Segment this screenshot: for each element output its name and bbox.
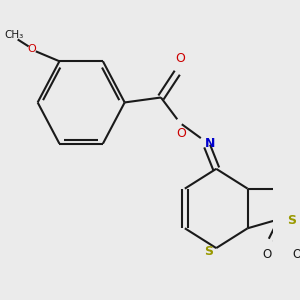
Text: S: S	[286, 214, 296, 227]
Text: O: O	[262, 248, 271, 261]
Text: S: S	[205, 244, 214, 258]
Text: CH₃: CH₃	[4, 29, 24, 40]
Text: O: O	[28, 44, 37, 54]
Text: O: O	[293, 248, 300, 261]
Text: O: O	[175, 52, 185, 65]
Text: N: N	[206, 136, 216, 150]
Text: O: O	[176, 127, 186, 140]
